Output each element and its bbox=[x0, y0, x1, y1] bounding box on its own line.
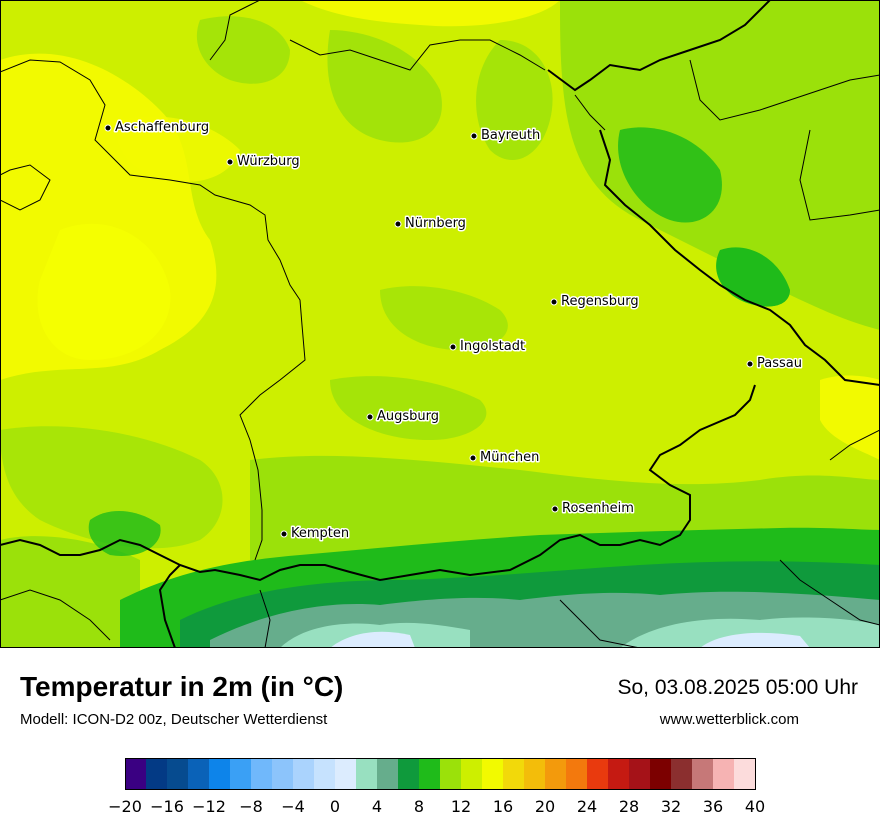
colorbar-bin bbox=[146, 759, 168, 789]
city-label: Passau bbox=[757, 356, 802, 371]
state-border bbox=[209, 0, 261, 61]
model-source: Modell: ICON-D2 00z, Deutscher Wetterdie… bbox=[20, 711, 328, 728]
city-label: Ingolstadt bbox=[460, 339, 525, 354]
colorbar-tick-label: −4 bbox=[281, 797, 305, 816]
colorbar-bin bbox=[251, 759, 273, 789]
city-muenchen[interactable]: München bbox=[469, 449, 541, 467]
colorbar-bin bbox=[419, 759, 441, 789]
colorbar-bins bbox=[125, 759, 756, 789]
city-label: Kempten bbox=[291, 526, 349, 541]
colorbar-bin bbox=[230, 759, 252, 789]
city-aschaffenburg[interactable]: Aschaffenburg bbox=[104, 119, 211, 137]
temperature-map[interactable]: Aschaffenburg Würzburg Bayreuth Nürnberg… bbox=[0, 0, 880, 648]
colorbar-ticks: −20 −16 −12 −8 −4 0 4 8 12 16 20 24 28 32 36 40 bbox=[108, 797, 765, 816]
colorbar-bin bbox=[272, 759, 294, 789]
forecast-datetime: So, 03.08.2025 05:00 Uhr bbox=[617, 676, 858, 699]
colorbar-bin bbox=[188, 759, 210, 789]
colorbar-bin bbox=[482, 759, 504, 789]
colorbar-bin bbox=[125, 759, 147, 789]
colorbar-tick-label: 8 bbox=[414, 797, 424, 816]
colorbar-bin bbox=[692, 759, 714, 789]
colorbar-bin bbox=[209, 759, 231, 789]
city-label: Aschaffenburg bbox=[115, 120, 209, 135]
map-title: Temperatur in 2m (in °C) bbox=[20, 671, 344, 702]
city-label: Nürnberg bbox=[405, 216, 466, 231]
colorbar-tick-label: 4 bbox=[372, 797, 382, 816]
country-border bbox=[158, 564, 181, 648]
city-rosenheim[interactable]: Rosenheim bbox=[551, 500, 635, 518]
colorbar-tick-label: 12 bbox=[451, 797, 471, 816]
colorbar-bin bbox=[650, 759, 672, 789]
state-border bbox=[289, 39, 546, 71]
temperature-colorbar: −20 −16 −12 −8 −4 0 4 8 12 16 20 24 28 32 36 40 bbox=[0, 750, 880, 830]
city-bayreuth[interactable]: Bayreuth bbox=[470, 127, 542, 145]
city-label: München bbox=[480, 450, 539, 465]
city-label: Augsburg bbox=[377, 409, 439, 424]
borders bbox=[0, 0, 880, 648]
colorbar-bin bbox=[398, 759, 420, 789]
colorbar-tick-label: 36 bbox=[703, 797, 723, 816]
colorbar-bin bbox=[629, 759, 651, 789]
colorbar-bin bbox=[671, 759, 693, 789]
colorbar-tick-label: 16 bbox=[493, 797, 513, 816]
colorbar-bin bbox=[524, 759, 546, 789]
colorbar-tick-label: 28 bbox=[619, 797, 639, 816]
colorbar-bin bbox=[608, 759, 630, 789]
colorbar-tick-label: 24 bbox=[577, 797, 597, 816]
colorbar-bin bbox=[335, 759, 357, 789]
colorbar-bin bbox=[461, 759, 483, 789]
city-augsburg[interactable]: Augsburg bbox=[366, 408, 441, 426]
city-label: Würzburg bbox=[237, 154, 300, 169]
colorbar-bin bbox=[314, 759, 336, 789]
colorbar-tick-label: 40 bbox=[745, 797, 765, 816]
city-label: Regensburg bbox=[561, 294, 639, 309]
city-kempten[interactable]: Kempten bbox=[280, 525, 351, 543]
city-label: Bayreuth bbox=[481, 128, 540, 143]
colorbar-bin bbox=[734, 759, 756, 789]
colorbar-tick-label: −20 bbox=[108, 797, 142, 816]
colorbar-bin bbox=[440, 759, 462, 789]
colorbar-tick-label: 20 bbox=[535, 797, 555, 816]
country-border bbox=[574, 94, 606, 131]
colorbar-bin bbox=[713, 759, 735, 789]
colorbar-bin bbox=[587, 759, 609, 789]
colorbar-bin bbox=[356, 759, 378, 789]
colorbar-bin bbox=[167, 759, 189, 789]
colorbar-tick-label: −12 bbox=[192, 797, 226, 816]
city-nuernberg[interactable]: Nürnberg bbox=[394, 215, 467, 233]
temperature-field bbox=[0, 0, 880, 648]
city-passau[interactable]: Passau bbox=[746, 355, 803, 373]
city-regensburg[interactable]: Regensburg bbox=[550, 293, 640, 311]
city-label: Rosenheim bbox=[562, 501, 634, 516]
colorbar-tick-label: 32 bbox=[661, 797, 681, 816]
colorbar-tick-label: −16 bbox=[150, 797, 184, 816]
colorbar-frame bbox=[125, 758, 756, 790]
colorbar-bin bbox=[293, 759, 315, 789]
city-ingolstadt[interactable]: Ingolstadt bbox=[449, 338, 527, 356]
colorbar-tick-label: 0 bbox=[330, 797, 340, 816]
state-border bbox=[0, 59, 306, 561]
colorbar-tick-label: −8 bbox=[239, 797, 263, 816]
website-link[interactable]: www.wetterblick.com bbox=[659, 711, 799, 728]
colorbar-bin bbox=[377, 759, 399, 789]
colorbar-bin bbox=[545, 759, 567, 789]
state-border bbox=[0, 164, 51, 211]
country-border bbox=[599, 129, 880, 386]
country-border bbox=[0, 384, 756, 582]
colorbar-bin bbox=[503, 759, 525, 789]
country-border bbox=[547, 0, 771, 92]
colorbar-bin bbox=[566, 759, 588, 789]
city-markers: Aschaffenburg Würzburg Bayreuth Nürnberg… bbox=[104, 119, 803, 543]
city-wuerzburg[interactable]: Würzburg bbox=[226, 153, 301, 171]
